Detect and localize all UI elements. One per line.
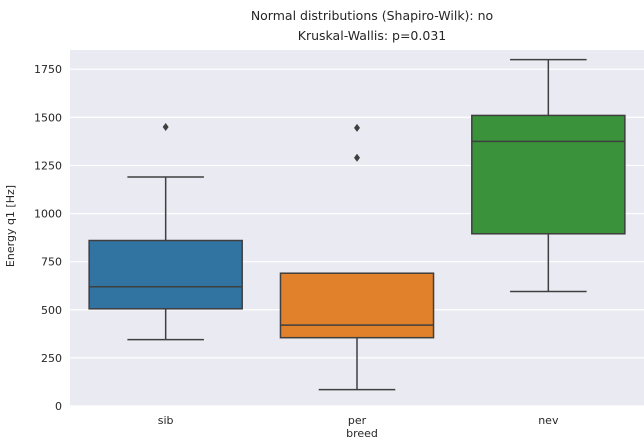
- boxes-layer: [88, 58, 626, 391]
- y-axis-label: Energy q1 [Hz]: [4, 185, 17, 267]
- y-tick-label: 1250: [34, 159, 62, 172]
- outlier-point: [162, 122, 169, 131]
- outlier-point: [354, 153, 360, 162]
- x-tick-label: per: [348, 414, 367, 427]
- y-tick-label: 250: [41, 352, 62, 365]
- y-tick-label: 0: [55, 400, 62, 413]
- y-tick-label: 500: [41, 304, 62, 317]
- chart-title-line-1: Normal distributions (Shapiro-Wilk): no: [251, 8, 493, 23]
- tick-labels: 0 250 500 750 1000 1250 1500 1750 sib per nev: [34, 63, 559, 427]
- box-nev: [471, 114, 626, 235]
- y-tick-label: 1750: [34, 63, 62, 76]
- x-tick-label: nev: [538, 414, 559, 427]
- y-tick-label: 750: [41, 256, 62, 269]
- outlier-point: [354, 123, 360, 132]
- x-tick-label: sib: [158, 414, 174, 427]
- y-tick-label: 1500: [34, 111, 62, 124]
- chart-title-line-2: Kruskal-Wallis: p=0.031: [298, 28, 446, 43]
- box-sib: [88, 239, 243, 310]
- y-tick-label: 1000: [34, 208, 62, 221]
- x-axis-label: breed: [346, 427, 378, 440]
- box-per: [279, 272, 435, 339]
